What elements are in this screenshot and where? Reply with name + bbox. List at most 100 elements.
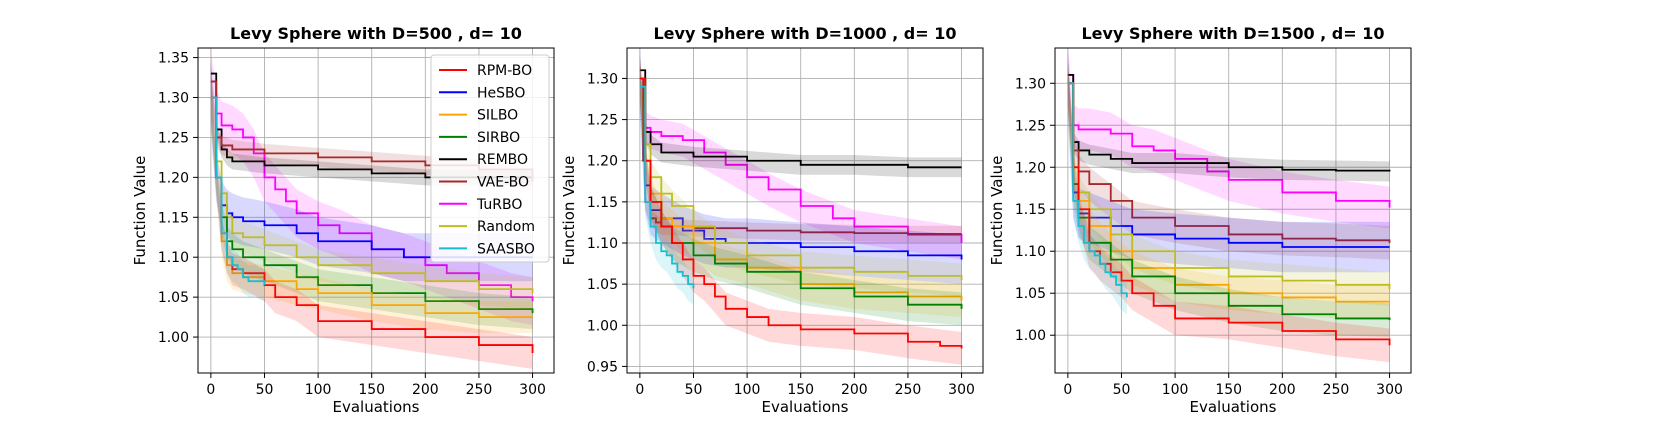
x-axis-label: Evaluations <box>1190 398 1277 416</box>
band-rpm-bo <box>639 55 962 365</box>
y-axis-label: Function Value <box>988 156 1006 266</box>
y-tick-label: 1.05 <box>587 277 618 293</box>
series-rembo <box>639 69 962 169</box>
y-axis-label: Function Value <box>131 156 149 266</box>
x-tick-label: 100 <box>734 382 761 398</box>
series-saasbo <box>1067 82 1128 298</box>
band-rpm-bo <box>1067 59 1390 363</box>
series-rembo <box>210 72 533 179</box>
band-turbo <box>1067 48 1390 229</box>
chart-title: Levy Sphere with D=500 , d= 10 <box>230 24 522 43</box>
band-rembo <box>1067 60 1390 182</box>
x-tick-label: 150 <box>1215 382 1242 398</box>
y-tick-label: 1.15 <box>158 210 189 226</box>
band-random <box>1067 59 1390 306</box>
legend-label: Random <box>477 219 535 235</box>
band-hesbo <box>639 48 962 285</box>
band-sirbo <box>639 55 962 326</box>
x-axis-label: Evaluations <box>762 398 849 416</box>
chart-panel-1: 0 50 100 150 200 250 300 1.00 1.05 1.10 1.15 1.20 1.… <box>131 24 555 416</box>
series-turbo <box>1067 73 1391 208</box>
band-saasbo <box>639 63 694 305</box>
x-tick-label: 150 <box>787 382 814 398</box>
y-tick-label: 1.15 <box>587 195 618 211</box>
chart-panel-3: 0 50 100 150 200 250 300 1.00 1.05 1.10 1.15 1.20 1.… <box>988 24 1412 416</box>
x-tick-label: 200 <box>1269 382 1296 398</box>
series-turbo <box>210 80 534 302</box>
series-vae-bo <box>1067 82 1391 243</box>
y-tick-label: 1.10 <box>158 250 189 266</box>
x-tick-label: 300 <box>519 382 546 398</box>
band-vae-bo <box>1067 59 1390 260</box>
band-random <box>210 75 533 310</box>
legend-label: SIRBO <box>477 130 520 146</box>
y-tick-label: 1.25 <box>587 113 618 129</box>
y-tick-label: 1.05 <box>1015 286 1046 302</box>
legend-label: RPM-BO <box>477 63 532 79</box>
series-rpm-bo <box>1067 82 1391 346</box>
x-tick-label: 200 <box>412 382 439 398</box>
y-tick-label: 1.10 <box>1015 244 1046 260</box>
chart-title: Levy Sphere with D=1500 , d= 10 <box>1081 24 1384 43</box>
x-tick-label: 50 <box>685 382 703 398</box>
y-tick-label: 1.25 <box>1015 118 1046 134</box>
band-rembo <box>639 56 962 178</box>
legend-box <box>430 54 550 263</box>
y-tick-label: 1.00 <box>587 318 618 334</box>
band-silbo <box>1067 59 1390 319</box>
y-tick-label: 1.30 <box>158 91 189 107</box>
chart-title: Levy Sphere with D=1000 , d= 10 <box>653 24 956 43</box>
x-tick-label: 150 <box>358 382 385 398</box>
legend-label: VAE-BO <box>477 175 529 191</box>
x-tick-label: 300 <box>1376 382 1403 398</box>
x-tick-label: 300 <box>948 382 975 398</box>
y-axis-label: Function Value <box>560 156 578 266</box>
band-hesbo <box>210 63 533 282</box>
y-tick-label: 1.00 <box>158 330 189 346</box>
y-tick-label: 1.30 <box>1015 76 1046 92</box>
x-tick-label: 100 <box>1162 382 1189 398</box>
series-turbo <box>639 77 963 243</box>
x-tick-label: 0 <box>1063 382 1072 398</box>
x-tick-label: 200 <box>841 382 868 398</box>
y-tick-label: 1.35 <box>158 51 189 67</box>
x-tick-label: 50 <box>1113 382 1131 398</box>
y-tick-label: 1.20 <box>158 170 189 186</box>
x-tick-label: 250 <box>466 382 493 398</box>
axes-frame <box>626 47 984 374</box>
band-saasbo <box>1067 59 1127 315</box>
x-tick-label: 50 <box>256 382 274 398</box>
x-tick-label: 0 <box>635 382 644 398</box>
band-silbo <box>210 75 533 334</box>
series-saasbo <box>210 96 266 286</box>
band-sirbo <box>1067 59 1390 337</box>
plot-area <box>1067 48 1391 363</box>
y-tick-label: 1.00 <box>1015 328 1046 344</box>
y-tick-label: 0.95 <box>587 359 618 375</box>
legend-label: REMBO <box>477 152 528 168</box>
x-tick-label: 250 <box>895 382 922 398</box>
legend-label: SAASBO <box>477 241 535 257</box>
x-tick-label: 0 <box>206 382 215 398</box>
band-silbo <box>639 55 962 318</box>
plot-area <box>639 48 963 365</box>
y-tick-label: 1.15 <box>1015 202 1046 218</box>
legend-label: HeSBO <box>477 85 525 101</box>
band-rpm-bo <box>210 75 533 370</box>
y-tick-label: 1.20 <box>1015 160 1046 176</box>
series-rembo <box>1067 73 1391 172</box>
band-random <box>639 55 962 297</box>
chart-panel-2: 0 50 100 150 200 250 300 0.95 1.00 1.05 1.10 1.15 1.… <box>560 24 984 416</box>
y-tick-label: 1.30 <box>587 71 618 87</box>
band-hesbo <box>1067 48 1390 273</box>
y-tick-label: 1.20 <box>587 154 618 170</box>
x-axis-label: Evaluations <box>333 398 420 416</box>
series-rpm-bo <box>639 77 963 349</box>
axes-frame <box>197 47 555 374</box>
y-tick-label: 1.05 <box>158 290 189 306</box>
axes-frame <box>1054 47 1412 374</box>
x-tick-label: 250 <box>1323 382 1350 398</box>
band-saasbo <box>210 75 265 302</box>
legend: RPM-BO HeSBO SILBO SIRBO REMBO VAE-BO TuRBO Ran… <box>430 54 550 263</box>
